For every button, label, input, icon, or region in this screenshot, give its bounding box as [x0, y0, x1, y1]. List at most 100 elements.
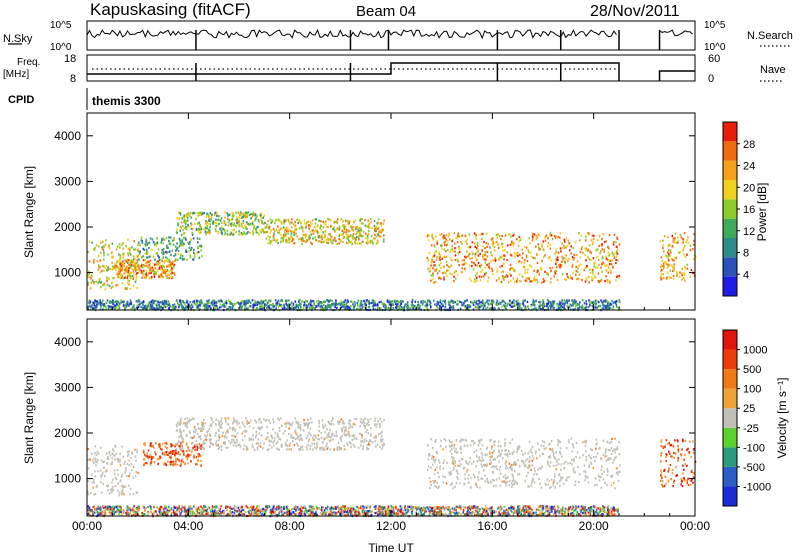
power-cell — [389, 301, 392, 304]
power-cell — [597, 258, 600, 262]
power-cell — [511, 242, 514, 246]
power-cell — [495, 233, 498, 237]
velocity-cell — [220, 445, 223, 448]
power-cell — [340, 306, 343, 309]
power-cell — [406, 308, 409, 311]
power-cell — [345, 233, 348, 236]
power-cell — [171, 239, 174, 242]
power-cell — [569, 274, 572, 277]
power-cell — [141, 266, 144, 269]
power-cell — [111, 301, 114, 304]
power-cell — [526, 280, 528, 283]
power-cell — [286, 239, 289, 242]
power-cell — [148, 263, 150, 267]
power-cell — [195, 217, 197, 221]
power-cell — [446, 269, 448, 272]
velocity-cell — [554, 473, 556, 476]
velocity-cell — [199, 435, 202, 438]
power-cell — [360, 242, 362, 245]
velocity-cell — [123, 493, 125, 496]
power-cell — [115, 304, 117, 307]
power-cell — [499, 266, 502, 269]
power-cell — [129, 299, 132, 302]
power-cell — [435, 235, 437, 238]
power-cell — [522, 265, 525, 269]
power-cell — [559, 232, 562, 235]
power-cell — [519, 279, 521, 283]
power-cell — [396, 305, 398, 308]
power-cell — [289, 221, 292, 224]
power-cell — [149, 300, 152, 304]
power-cell — [604, 240, 606, 244]
power-cell — [261, 302, 264, 305]
power-cell — [131, 267, 133, 270]
power-cell — [318, 219, 320, 222]
velocity-cell — [289, 423, 292, 427]
power-cell — [577, 264, 580, 267]
power-cell — [301, 242, 303, 245]
power-cell — [670, 264, 673, 267]
power-cell — [469, 257, 471, 260]
power-cell — [190, 223, 193, 226]
power-cell — [263, 303, 266, 306]
power-cell — [155, 307, 157, 310]
power-cell — [283, 230, 286, 234]
power-colorbar-tick-label: 16 — [743, 204, 755, 216]
power-cell — [577, 267, 579, 270]
power-cell — [146, 251, 149, 254]
power-cell — [453, 279, 455, 283]
velocity-cell — [128, 464, 131, 467]
power-cell — [601, 243, 603, 246]
power-cell — [516, 254, 519, 257]
power-cell — [133, 240, 136, 243]
power-cell — [177, 249, 180, 252]
power-cell — [667, 249, 670, 252]
power-cell — [499, 302, 502, 305]
power-cell — [268, 306, 271, 309]
power-cell — [482, 306, 485, 309]
power-cell — [168, 250, 171, 253]
power-cell — [279, 241, 282, 244]
velocity-cell — [295, 433, 298, 436]
power-cell — [129, 287, 132, 290]
power-cell — [461, 234, 464, 237]
power-cell — [503, 300, 506, 303]
power-cell — [215, 225, 217, 228]
power-cell — [245, 307, 247, 310]
velocity-cell — [196, 462, 199, 466]
power-cell — [185, 226, 187, 229]
power-cell — [578, 304, 581, 307]
power-cell — [561, 255, 563, 258]
power-colorbar-swatch — [723, 257, 737, 277]
velocity-cell — [361, 434, 363, 437]
power-cell — [110, 286, 113, 290]
power-cell — [678, 275, 681, 279]
power-cell — [199, 303, 202, 306]
velocity-cell — [112, 449, 115, 452]
power-cell — [231, 302, 234, 306]
power-cell — [132, 257, 135, 261]
power-cell — [576, 260, 579, 263]
power-cell — [276, 301, 279, 305]
velocity-cell — [201, 424, 204, 427]
power-cell — [585, 300, 588, 303]
power-cell — [199, 231, 201, 235]
power-cell — [553, 275, 556, 278]
power-cell — [568, 307, 570, 310]
power-cell — [479, 233, 481, 236]
power-cell — [487, 276, 490, 279]
power-cell — [396, 304, 398, 307]
power-cell — [477, 305, 480, 308]
power-cell — [183, 242, 185, 246]
power-cell — [267, 301, 270, 304]
power-cell — [578, 306, 581, 309]
power-cell — [403, 307, 405, 310]
power-cell — [345, 307, 347, 310]
power-cell — [165, 244, 168, 247]
power-cell — [546, 271, 548, 275]
velocity-cell — [91, 459, 94, 462]
power-cell — [689, 248, 692, 251]
power-cell — [342, 233, 344, 236]
power-cell — [377, 226, 380, 229]
power-cell — [369, 241, 372, 244]
